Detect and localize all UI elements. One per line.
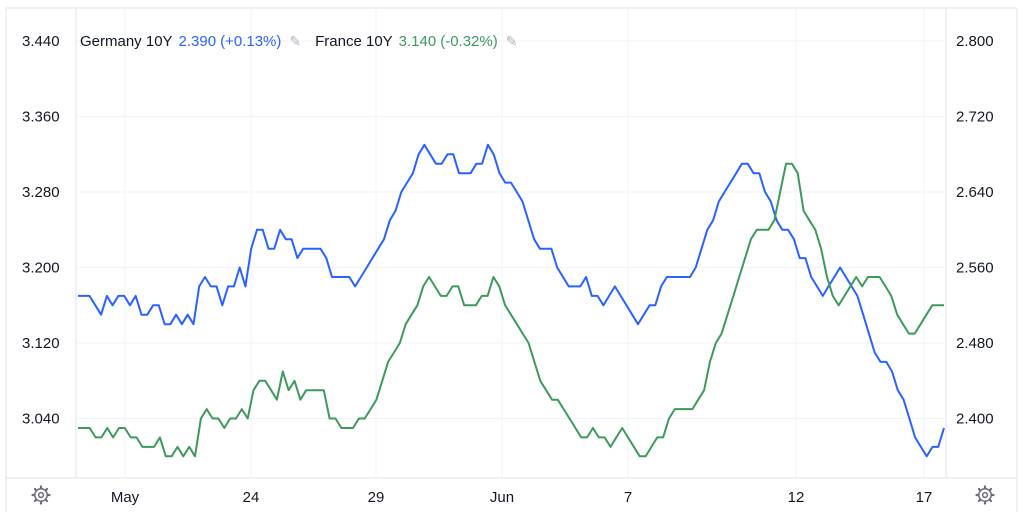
legend-france-value: 3.140 (398, 33, 437, 50)
time-tick-label: 17 (916, 489, 933, 506)
right-axis: 2.800 2.720 2.640 2.560 2.480 2.400 (956, 33, 994, 428)
legend-germany-name: Germany 10Y (80, 33, 173, 50)
legend: Germany 10Y 2.390 (+0.13%) ✎ France 10Y … (80, 33, 531, 50)
gear-icon-graphic (975, 485, 995, 505)
gear-icon[interactable] (974, 484, 996, 506)
time-tick-label: 29 (368, 489, 385, 506)
legend-france-change: (-0.32%) (440, 33, 498, 50)
left-tick-label: 3.120 (22, 335, 60, 352)
right-tick-label: 2.640 (956, 184, 994, 201)
left-tick-label: 3.200 (22, 260, 60, 277)
time-tick-label: 7 (624, 489, 632, 506)
series-line-germany-10y (78, 143, 945, 458)
legend-germany-value: 2.390 (178, 33, 217, 50)
left-tick-label: 3.440 (22, 33, 60, 50)
right-tick-label: 2.480 (956, 335, 994, 352)
time-axis: May 24 29 Jun 7 12 17 (111, 489, 933, 506)
legend-france-name: France 10Y (315, 33, 393, 50)
legend-item-germany[interactable]: Germany 10Y 2.390 (+0.13%) ✎ (80, 33, 301, 50)
right-tick-label: 2.560 (956, 260, 994, 277)
right-tick-label: 2.720 (956, 109, 994, 126)
series-line-france-10y (78, 162, 944, 458)
left-axis: 3.440 3.360 3.280 3.200 3.120 3.040 (22, 33, 60, 428)
pencil-icon[interactable]: ✎ (289, 33, 302, 49)
left-tick-label: 3.040 (22, 411, 60, 428)
left-tick-label: 3.280 (22, 184, 60, 201)
legend-item-france[interactable]: France 10Y 3.140 (-0.32%) ✎ (315, 33, 517, 50)
time-tick-label: 24 (243, 489, 260, 506)
grid-lines (5, 7, 1018, 512)
time-tick-label: Jun (490, 489, 514, 506)
right-tick-label: 2.800 (956, 33, 994, 50)
gear-icon[interactable] (30, 484, 52, 506)
left-tick-label: 3.360 (22, 109, 60, 126)
time-tick-label: 12 (788, 489, 805, 506)
legend-germany-change: (+0.13%) (220, 33, 282, 50)
right-tick-label: 2.400 (956, 411, 994, 428)
gear-icon-graphic (31, 485, 51, 505)
series-layer (78, 143, 945, 458)
time-tick-label: May (111, 489, 140, 506)
pencil-icon[interactable]: ✎ (505, 33, 518, 49)
